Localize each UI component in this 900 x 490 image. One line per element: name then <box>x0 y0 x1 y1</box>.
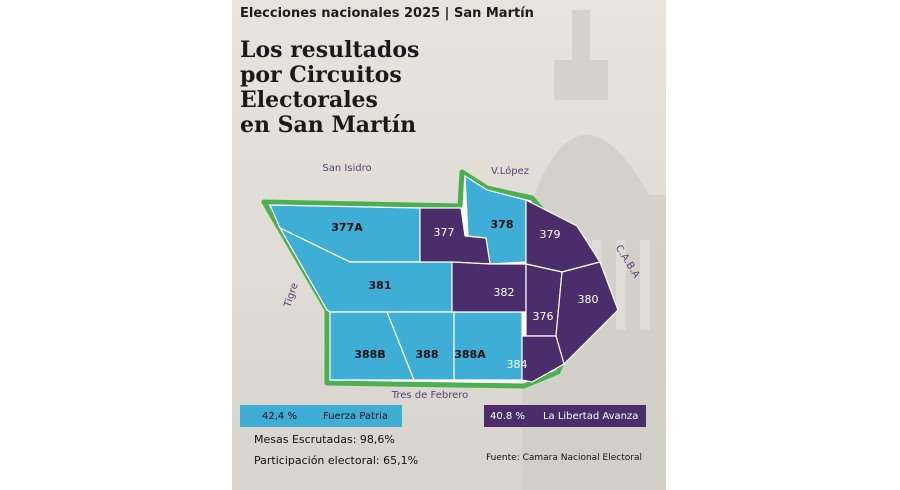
neighbor-caba: C.A.B.A <box>613 243 642 280</box>
circuit-377[interactable] <box>419 207 491 265</box>
legend-la-libertad-avanza: 40.8 % La Libertad Avanza <box>484 405 646 427</box>
circuit-label: 376 <box>533 310 554 323</box>
circuit-label: 388A <box>454 348 486 361</box>
page-title: Los resultados por Circuitos Electorales… <box>240 38 419 138</box>
circuit-label: 380 <box>578 293 599 306</box>
source-note: Fuente: Camara Nacional Electoral <box>486 453 642 463</box>
legend-party: La Libertad Avanza <box>542 410 639 422</box>
circuit-379[interactable] <box>525 199 601 273</box>
title-line: por Circuitos <box>240 62 402 88</box>
legend-percentage: 40.8 % <box>490 410 525 422</box>
circuit-label: 379 <box>540 228 561 241</box>
neighbor-tres-de-febrero: Tres de Febrero <box>391 390 469 401</box>
kicker: Elecciones nacionales 2025 | San Martín <box>240 6 534 21</box>
circuit-label: 382 <box>494 286 515 299</box>
neighbor-san-isidro: San Isidro <box>322 163 371 174</box>
circuit-384[interactable] <box>521 335 565 383</box>
title-line: Los resultados <box>240 37 420 63</box>
mesas-escrutadas: Mesas Escrutadas: 98,6% <box>254 433 395 446</box>
circuit-382[interactable] <box>451 261 527 313</box>
circuit-label: 384 <box>507 358 528 371</box>
circuit-label: 378 <box>491 218 514 231</box>
circuits-map: 377A 377 378 379 381 382 380 376 388B 38… <box>261 163 642 401</box>
circuit-label: 388 <box>416 348 439 361</box>
circuit-label: 381 <box>369 279 392 292</box>
circuit-label: 377A <box>331 221 363 234</box>
legend-party: Fuerza Patria <box>322 410 388 422</box>
neighbor-vicente-lopez: V.López <box>491 165 529 177</box>
infographic-panel: Elecciones nacionales 2025 | San Martín … <box>232 0 666 490</box>
legend-percentage: 42,4 % <box>262 410 297 422</box>
circuit-380[interactable] <box>555 261 619 366</box>
title-line: Electorales <box>240 87 378 113</box>
circuit-label: 388B <box>354 348 385 361</box>
title-line: en San Martín <box>240 112 417 138</box>
legend-fuerza-patria: 42,4 % Fuerza Patria <box>240 405 402 427</box>
neighbor-tigre: Tigre <box>282 282 300 310</box>
circuit-label: 377 <box>434 226 455 239</box>
participacion-electoral: Participación electoral: 65,1% <box>254 454 419 467</box>
